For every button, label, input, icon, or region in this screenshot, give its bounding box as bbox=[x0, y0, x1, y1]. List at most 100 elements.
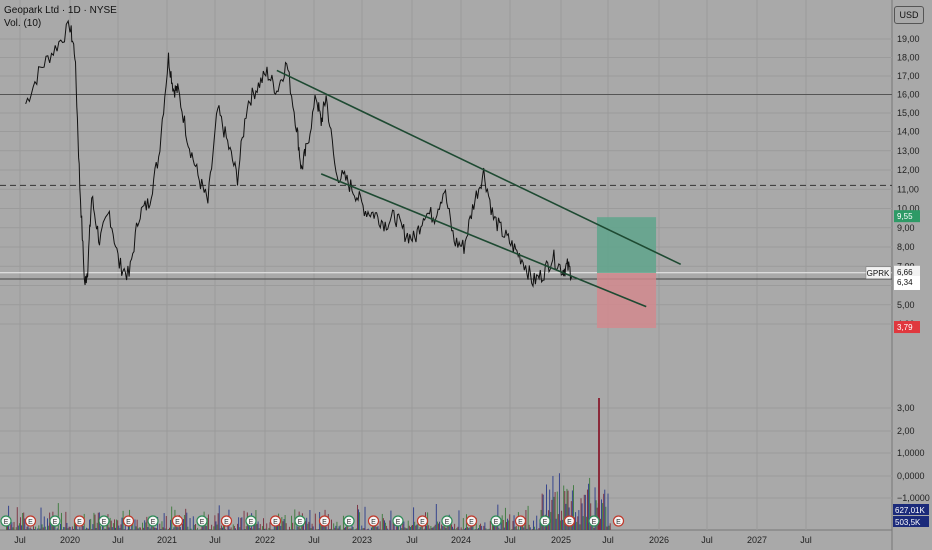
volume-bar bbox=[576, 521, 578, 530]
volume-bar bbox=[92, 524, 94, 530]
volume-bar bbox=[211, 524, 213, 530]
volume-bar bbox=[223, 521, 224, 530]
volume-bar bbox=[403, 521, 405, 530]
volume-bar bbox=[60, 523, 61, 530]
time-tick-label: 2026 bbox=[649, 535, 669, 545]
volume-tick-label: 2,00 bbox=[897, 426, 915, 436]
volume-bar bbox=[367, 528, 369, 530]
earnings-marker-label: E bbox=[494, 519, 499, 526]
price-tick-label: 9,00 bbox=[897, 223, 915, 233]
volume-bar bbox=[97, 512, 99, 530]
volume-bar bbox=[215, 521, 217, 530]
volume-bar bbox=[179, 527, 181, 530]
volume-bar bbox=[533, 520, 534, 530]
volume-bar bbox=[430, 525, 432, 530]
current-price-tag bbox=[894, 265, 920, 278]
price-tick-label: 10,00 bbox=[897, 204, 920, 214]
volume-bar bbox=[476, 529, 478, 530]
volume-bar bbox=[40, 507, 42, 530]
volume-bar bbox=[483, 525, 485, 530]
volume-bar bbox=[272, 529, 274, 530]
volume-bar bbox=[170, 519, 172, 530]
volume-bar bbox=[155, 527, 156, 530]
volume-bar bbox=[567, 490, 569, 530]
volume-bar bbox=[400, 524, 402, 530]
volume-bar bbox=[165, 516, 167, 530]
earnings-marker-label: E bbox=[224, 519, 229, 526]
volume-bar bbox=[102, 524, 104, 530]
volume-bar bbox=[447, 525, 449, 530]
symbol-title[interactable]: Geopark Ltd · 1D · NYSE bbox=[4, 5, 117, 16]
volume-bar bbox=[271, 529, 273, 530]
price-tick-label: 12,00 bbox=[897, 165, 920, 175]
volume-bar bbox=[20, 517, 21, 530]
volume-tick-label: −1,0000 bbox=[897, 493, 930, 503]
earnings-marker-label: E bbox=[273, 519, 278, 526]
volume-bar bbox=[135, 526, 137, 530]
volume-bar bbox=[74, 519, 75, 530]
currency-button[interactable]: USD bbox=[894, 6, 924, 24]
volume-bar bbox=[118, 525, 120, 530]
volume-bar bbox=[27, 524, 29, 530]
volume-bar bbox=[348, 528, 350, 530]
volume-bar bbox=[241, 517, 243, 530]
volume-bar bbox=[64, 527, 66, 530]
earnings-marker bbox=[24, 515, 37, 527]
volume-bar bbox=[580, 498, 582, 530]
volume-bar bbox=[534, 526, 536, 530]
earnings-marker bbox=[392, 515, 404, 527]
volume-bar bbox=[433, 526, 435, 530]
price-tick-label: 17,00 bbox=[897, 71, 920, 81]
volume-bar bbox=[79, 526, 81, 530]
volume-bar bbox=[67, 528, 69, 530]
earnings-marker-label: E bbox=[249, 519, 254, 526]
volume-bar bbox=[244, 529, 246, 530]
volume-bar bbox=[263, 518, 264, 530]
volume-bar bbox=[68, 526, 70, 530]
volume-bar bbox=[554, 491, 556, 530]
volume-bar bbox=[276, 524, 277, 530]
volume-bar bbox=[10, 524, 12, 530]
volume-bar bbox=[463, 528, 465, 530]
volume-bar bbox=[222, 527, 223, 530]
earnings-marker bbox=[196, 515, 208, 527]
volume-bar bbox=[307, 523, 309, 530]
volume-bar bbox=[23, 512, 25, 530]
volume-bar bbox=[273, 525, 275, 530]
volume-bar bbox=[500, 518, 502, 530]
volume-bar bbox=[363, 527, 365, 530]
volume-bar bbox=[85, 527, 87, 530]
volume-bar bbox=[583, 494, 585, 530]
volume-bar bbox=[516, 529, 518, 530]
volume-bar bbox=[306, 517, 308, 530]
volume-bar bbox=[76, 522, 78, 530]
volume-bar bbox=[574, 517, 575, 530]
earnings-marker bbox=[588, 515, 600, 527]
volume-bar bbox=[259, 524, 261, 530]
volume-bar bbox=[187, 526, 189, 530]
volume-bar bbox=[78, 529, 80, 530]
price-tag-label: 9,55 bbox=[897, 212, 913, 221]
volume-indicator-label[interactable]: Vol. (10) bbox=[4, 18, 42, 29]
volume-bar bbox=[416, 524, 418, 530]
volume-bar bbox=[207, 514, 209, 530]
volume-bar bbox=[126, 529, 128, 530]
volume-bar bbox=[84, 529, 86, 530]
volume-bar bbox=[90, 518, 92, 530]
volume-bar bbox=[280, 525, 282, 530]
volume-bar bbox=[588, 483, 590, 530]
price-tag-label: 6,34 bbox=[897, 278, 913, 287]
earnings-marker bbox=[612, 515, 625, 527]
volume-bar bbox=[291, 515, 293, 530]
volume-bar bbox=[395, 526, 397, 530]
volume-bar bbox=[243, 510, 245, 530]
volume-bar bbox=[342, 515, 344, 530]
volume-bar bbox=[460, 527, 462, 530]
earnings-marker-label: E bbox=[200, 519, 205, 526]
volume-bar bbox=[335, 525, 337, 530]
volume-bar bbox=[587, 489, 588, 530]
volume-bar bbox=[116, 519, 118, 530]
price-tick-label: 14,00 bbox=[897, 127, 920, 137]
price-tick-label: 11,00 bbox=[897, 184, 919, 194]
